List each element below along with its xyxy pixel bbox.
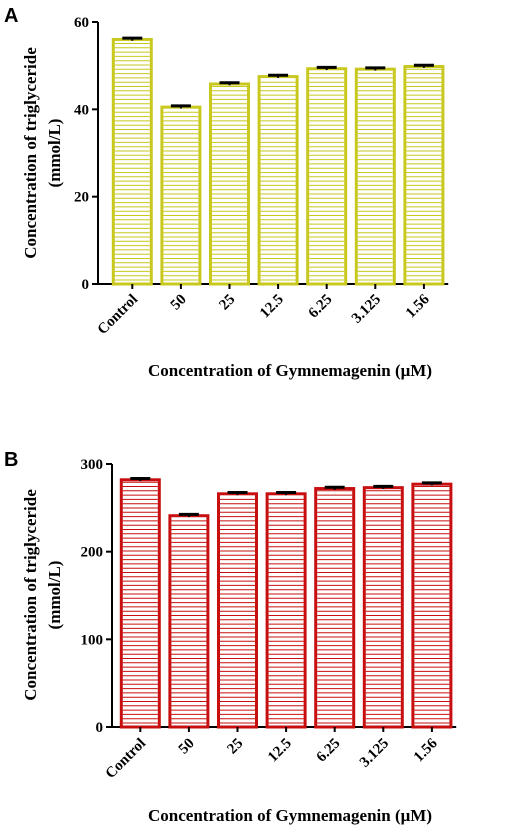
y-axis-title-line-1: Concentration of triglyceride xyxy=(21,489,40,701)
x-tick-label: 3.125 xyxy=(357,736,392,771)
bar-outline xyxy=(314,487,356,729)
bar-2 xyxy=(217,490,258,729)
y-tick-label: 0 xyxy=(96,720,104,736)
bar-5 xyxy=(354,66,396,286)
x-tick-label: 50 xyxy=(176,736,198,758)
bar-5 xyxy=(362,484,404,729)
x-axis-title: Concentration of Gymnemagenin (μM) xyxy=(148,361,432,380)
y-axis-title-line-2: (mmol/L) xyxy=(45,561,64,630)
x-tick-label: 12.5 xyxy=(257,292,287,322)
bar-outline xyxy=(265,492,307,729)
x-tick-label: 1.56 xyxy=(411,735,441,765)
x-tick-label: 25 xyxy=(224,736,246,758)
x-tick-label: 6.25 xyxy=(314,736,344,766)
bar-1 xyxy=(168,512,210,729)
bar-0 xyxy=(119,476,161,729)
bar-4 xyxy=(314,485,356,729)
y-tick-label: 100 xyxy=(81,632,104,648)
bar-outline xyxy=(403,65,445,286)
panel-letter: B xyxy=(4,449,18,471)
x-axis-title: Concentration of Gymnemagenin (μM) xyxy=(148,806,432,825)
bar-3 xyxy=(257,73,299,286)
y-axis-title-line-2: (mmol/L) xyxy=(45,119,64,188)
x-tick-label: 25 xyxy=(216,292,238,314)
bar-3 xyxy=(265,490,307,729)
y-tick-label: 20 xyxy=(74,190,89,206)
y-tick-label: 200 xyxy=(81,545,104,561)
x-tick-label: 12.5 xyxy=(265,736,295,766)
y-axis-title-line-1: Concentration of triglyceride xyxy=(21,47,40,259)
bar-outline xyxy=(111,37,153,286)
bar-outline xyxy=(209,82,250,286)
y-tick-label: 0 xyxy=(82,277,90,293)
bar-6 xyxy=(403,63,445,286)
x-tick-label: Control xyxy=(103,736,149,782)
y-tick-label: 40 xyxy=(74,102,89,118)
x-tick-label: 50 xyxy=(168,292,190,314)
chart-panel-a: A Concentration of triglyceride (mmol/L) 0 2… xyxy=(4,5,449,380)
bar-0 xyxy=(111,36,153,286)
panel-letter: A xyxy=(4,5,18,27)
x-tick-label: Control xyxy=(95,292,141,338)
bar-4 xyxy=(306,65,348,286)
bar-1 xyxy=(160,104,202,286)
x-tick-label: 3.125 xyxy=(349,292,384,327)
x-tick-label: 1.56 xyxy=(403,291,433,321)
y-tick-label: 60 xyxy=(74,15,89,31)
bar-outline xyxy=(168,514,210,729)
x-tick-label: 6.25 xyxy=(306,292,336,322)
bar-2 xyxy=(209,81,250,286)
y-tick-label: 300 xyxy=(81,457,104,473)
bar-6 xyxy=(411,481,453,729)
bar-outline xyxy=(217,492,258,729)
